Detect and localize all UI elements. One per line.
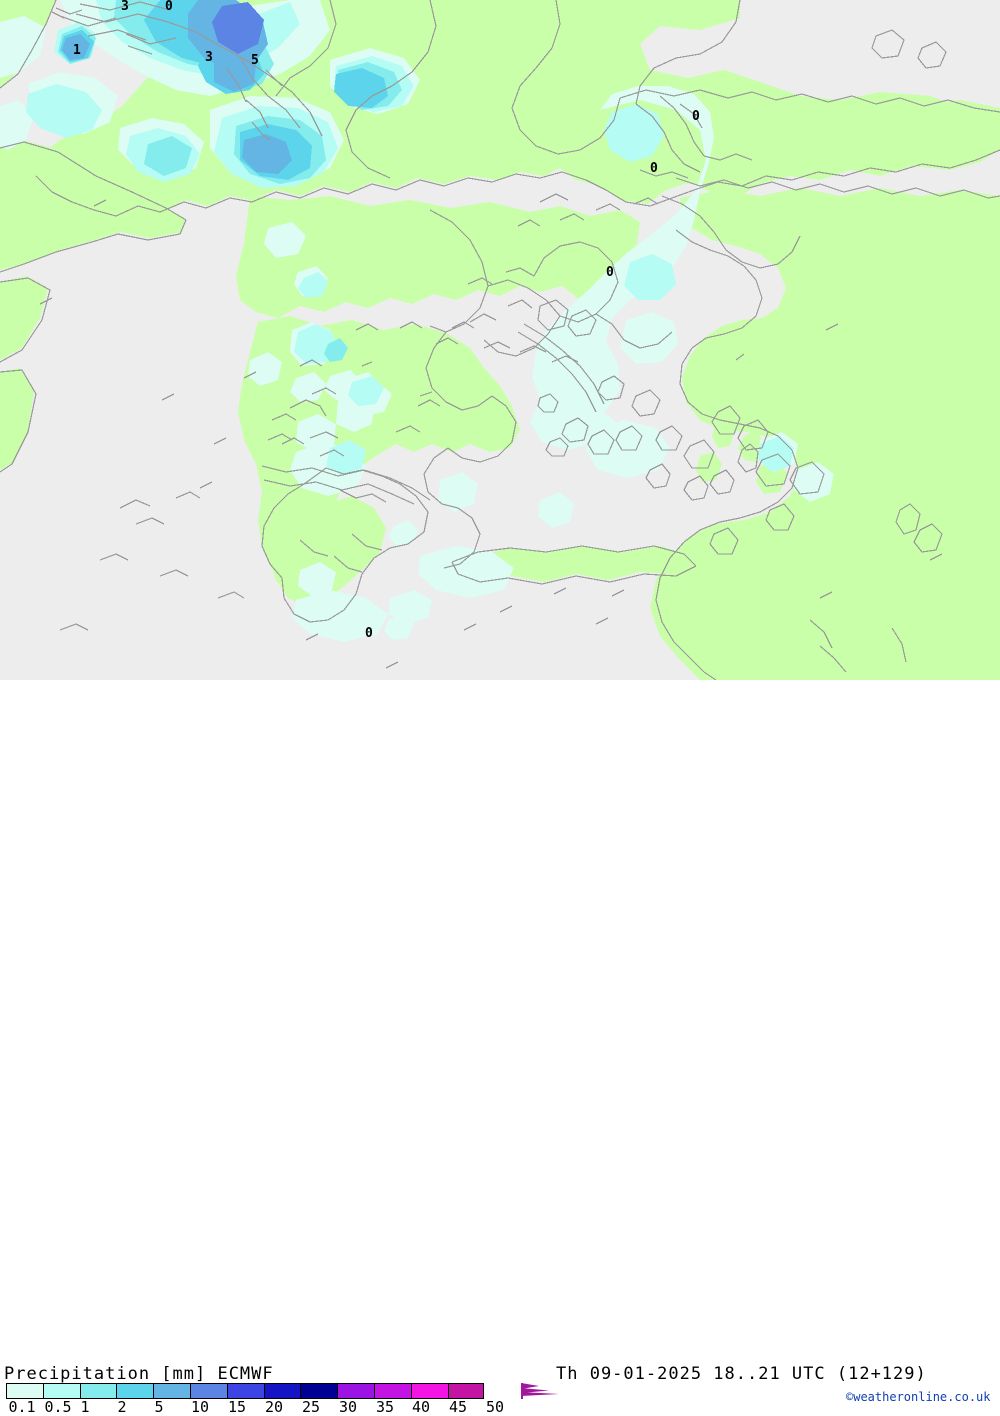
legend-tick: 2 <box>117 1398 127 1416</box>
legend-tick: 10 <box>190 1398 210 1416</box>
legend-tick: 5 <box>154 1398 164 1416</box>
legend-tick: 50 <box>485 1398 505 1416</box>
coastline-layer <box>0 0 1000 680</box>
precip-label: 0 <box>606 265 614 280</box>
legend-swatch <box>6 1383 43 1399</box>
legend-tick: 45 <box>448 1398 468 1416</box>
legend-swatch <box>153 1383 190 1399</box>
precip-label: 5 <box>251 53 259 68</box>
page-title: Precipitation [mm] ECMWF <box>4 1364 274 1384</box>
legend-swatch <box>337 1383 374 1399</box>
legend-tick: 0.5 <box>44 1398 72 1416</box>
legend-swatch <box>42 1383 80 1399</box>
legend-swatch <box>447 1383 485 1399</box>
precipitation-map[interactable]: 3 0 1 3 5 0 0 0 0 <box>0 0 1000 680</box>
legend-tick: 30 <box>338 1398 358 1416</box>
legend-tick-labels: 0.1 0.5 1 2 5 10 15 20 25 30 35 40 45 50 <box>0 1398 560 1416</box>
legend-tick: 0.1 <box>8 1398 36 1416</box>
precipitation-layer <box>0 0 834 642</box>
legend-swatch <box>300 1383 338 1399</box>
legend-overflow-arrow <box>521 1383 559 1399</box>
legend-swatch <box>79 1383 117 1399</box>
legend-tick: 15 <box>227 1398 247 1416</box>
precip-label: 0 <box>165 0 173 14</box>
legend-swatch <box>373 1383 411 1399</box>
map-canvas <box>0 0 1000 680</box>
legend-tick: 40 <box>411 1398 431 1416</box>
legend-tick: 20 <box>264 1398 284 1416</box>
legend-swatch <box>226 1383 264 1399</box>
legend-tick: 25 <box>301 1398 321 1416</box>
legend-swatch <box>263 1383 301 1399</box>
map-footer: Precipitation [mm] ECMWF Th 09-01-2025 1… <box>0 680 1000 1416</box>
precip-label: 1 <box>73 43 81 58</box>
precip-label: 3 <box>205 50 213 65</box>
legend-tick: 1 <box>80 1398 90 1416</box>
precip-band-10 <box>212 2 264 54</box>
precip-label: 0 <box>365 626 373 641</box>
legend-tick: 35 <box>375 1398 395 1416</box>
legend-swatch <box>410 1383 448 1399</box>
precip-label: 0 <box>650 161 658 176</box>
legend-swatch <box>189 1383 227 1399</box>
forecast-timestamp: Th 09-01-2025 18..21 UTC (12+129) <box>556 1364 927 1384</box>
precip-label: 0 <box>692 109 700 124</box>
legend-swatch <box>116 1383 154 1399</box>
legend-colorbar <box>6 1383 485 1399</box>
precip-label: 3 <box>121 0 129 14</box>
copyright-notice: ©weatheronline.co.uk <box>846 1390 991 1404</box>
